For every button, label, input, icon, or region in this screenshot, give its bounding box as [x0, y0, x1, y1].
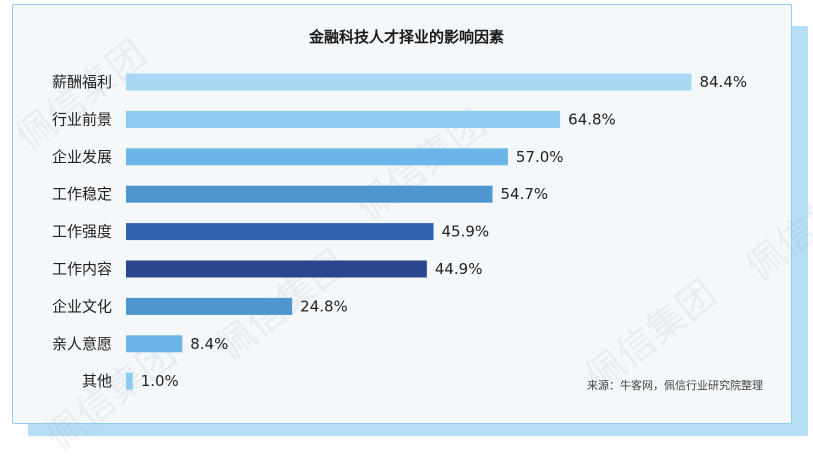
category-label: 其他	[82, 372, 112, 390]
bar	[126, 110, 561, 128]
value-label: 54.7%	[500, 185, 548, 203]
value-label: 84.4%	[699, 73, 747, 91]
value-label: 57.0%	[516, 148, 564, 166]
bar	[126, 73, 692, 91]
value-label: 44.9%	[435, 260, 483, 278]
value-label: 45.9%	[442, 223, 490, 241]
category-label: 行业前景	[52, 110, 112, 128]
category-label: 工作强度	[52, 223, 112, 241]
value-label: 8.4%	[190, 335, 228, 353]
bar	[126, 223, 434, 241]
bar	[126, 297, 293, 315]
category-label: 薪酬福利	[52, 73, 112, 91]
bar	[126, 185, 493, 203]
bar	[126, 372, 133, 390]
value-label: 24.8%	[300, 297, 348, 315]
category-label: 工作内容	[52, 260, 112, 278]
value-label: 1.0%	[141, 372, 179, 390]
category-label: 亲人意愿	[52, 335, 112, 353]
source-note: 来源：牛客网，佩信行业研究院整理	[587, 379, 763, 392]
bar	[126, 260, 427, 278]
chart-title: 金融科技人才择业的影响因素	[308, 28, 504, 46]
value-label: 64.8%	[568, 110, 616, 128]
bar-chart: 薪酬福利 84.4% 行业前景 64.8% 企业发展 57.0% 工作稳定 54.7% 工作强度…	[52, 73, 747, 390]
category-label: 企业文化	[52, 297, 112, 315]
category-label: 企业发展	[52, 148, 112, 166]
bar	[126, 148, 508, 166]
category-label: 工作稳定	[52, 185, 112, 203]
bar	[126, 335, 183, 353]
